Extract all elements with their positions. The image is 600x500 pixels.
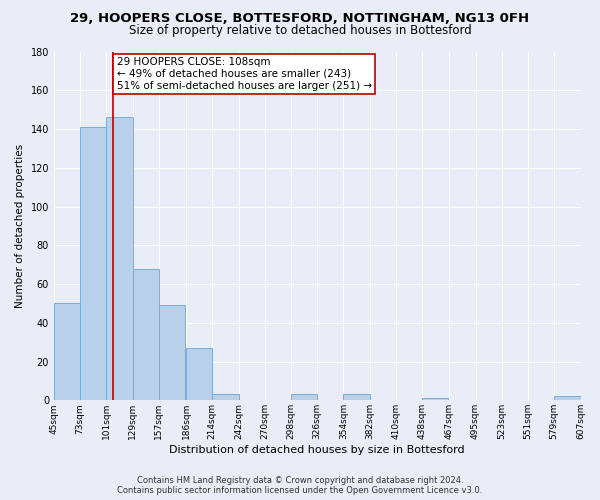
Bar [186,348,212,401]
Bar [291,394,317,400]
Bar [80,127,106,400]
Text: Size of property relative to detached houses in Bottesford: Size of property relative to detached ho… [128,24,472,37]
Text: Contains HM Land Registry data © Crown copyright and database right 2024.
Contai: Contains HM Land Registry data © Crown c… [118,476,482,495]
Y-axis label: Number of detached properties: Number of detached properties [15,144,25,308]
Bar [133,268,159,400]
Text: 29 HOOPERS CLOSE: 108sqm
← 49% of detached houses are smaller (243)
51% of semi-: 29 HOOPERS CLOSE: 108sqm ← 49% of detach… [116,58,372,90]
Bar [422,398,448,400]
X-axis label: Distribution of detached houses by size in Bottesford: Distribution of detached houses by size … [169,445,465,455]
Bar [554,396,581,400]
Bar [106,118,133,401]
Text: 29, HOOPERS CLOSE, BOTTESFORD, NOTTINGHAM, NG13 0FH: 29, HOOPERS CLOSE, BOTTESFORD, NOTTINGHA… [70,12,530,26]
Bar [54,304,80,400]
Bar [343,394,370,400]
Bar [212,394,239,400]
Bar [159,306,185,400]
